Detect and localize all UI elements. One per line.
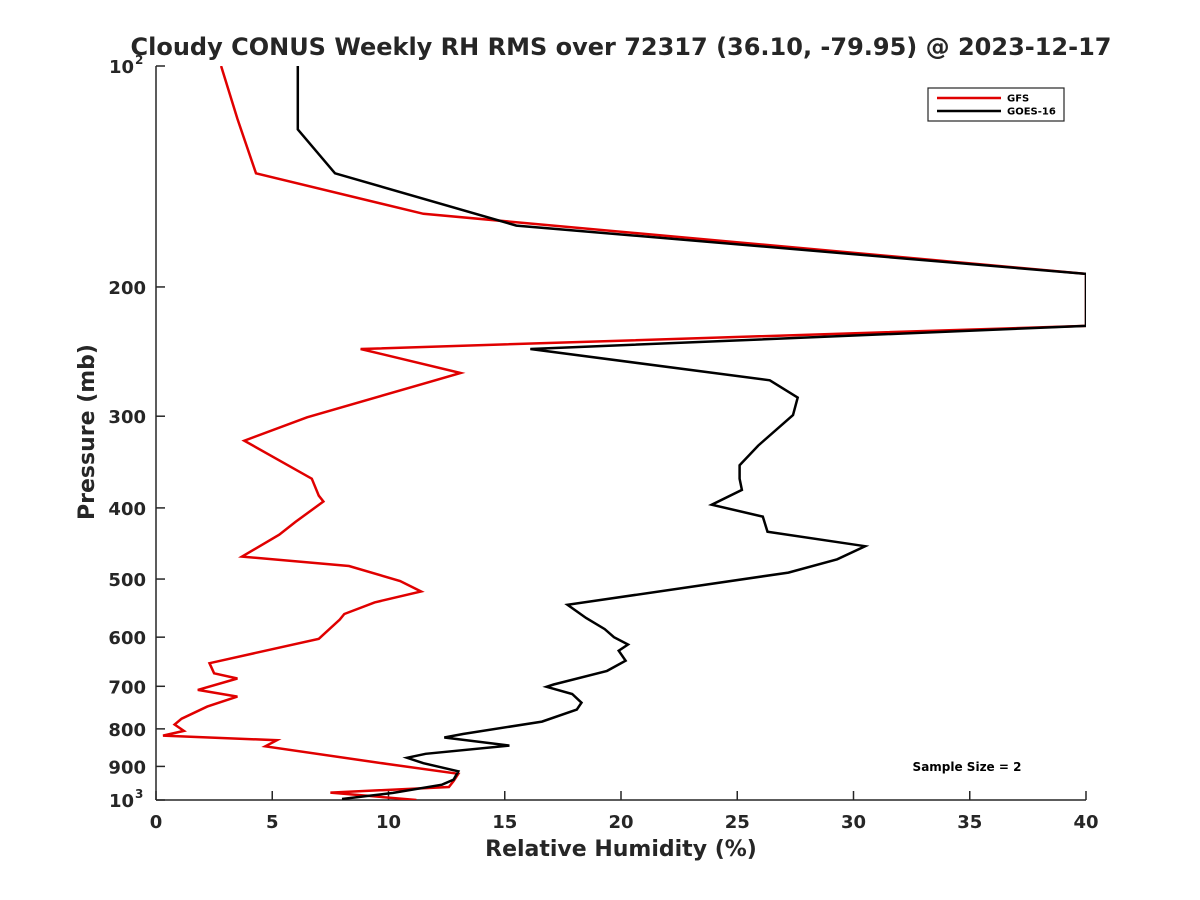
svg-text:10: 10 xyxy=(109,57,134,78)
y-tick-label: 900 xyxy=(108,757,146,778)
svg-text:2: 2 xyxy=(135,53,143,67)
chart-title: Cloudy CONUS Weekly RH RMS over 72317 (3… xyxy=(131,33,1112,61)
x-axis-label: Relative Humidity (%) xyxy=(485,837,757,862)
y-tick-label: 700 xyxy=(108,677,146,698)
sample-size-annotation: Sample Size = 2 xyxy=(913,760,1022,774)
series-line-goes-16 xyxy=(296,66,1086,800)
y-tick-label: 200 xyxy=(108,278,146,299)
x-tick-label: 10 xyxy=(376,812,401,833)
y-tick-label: 300 xyxy=(108,407,146,428)
svg-text:3: 3 xyxy=(135,787,143,801)
y-tick-label: 10 3 xyxy=(109,787,143,812)
y-tick-label: 600 xyxy=(108,628,146,649)
x-tick-label: 5 xyxy=(266,812,279,833)
x-tick-label: 15 xyxy=(492,812,517,833)
legend-box xyxy=(927,87,1065,122)
y-tick-label: 800 xyxy=(108,720,146,741)
x-tick-label: 25 xyxy=(725,812,750,833)
x-tick-label: 40 xyxy=(1073,812,1098,833)
legend-label: GOES-16 xyxy=(1007,107,1056,118)
x-tick-label: 0 xyxy=(150,812,163,833)
y-tick-label: 400 xyxy=(108,499,146,520)
svg-text:10: 10 xyxy=(109,791,134,812)
legend-label: GFS xyxy=(1007,94,1029,105)
series-line-gfs xyxy=(162,66,1086,800)
legend: GFS GOES-16 xyxy=(927,87,1065,122)
y-axis-label: Pressure (mb) xyxy=(75,344,100,520)
y-tick-label: 500 xyxy=(108,570,146,591)
x-tick-label: 20 xyxy=(608,812,633,833)
y-tick-label: 10 2 xyxy=(109,53,143,78)
x-tick-label: 35 xyxy=(957,812,982,833)
x-tick-label: 30 xyxy=(841,812,866,833)
